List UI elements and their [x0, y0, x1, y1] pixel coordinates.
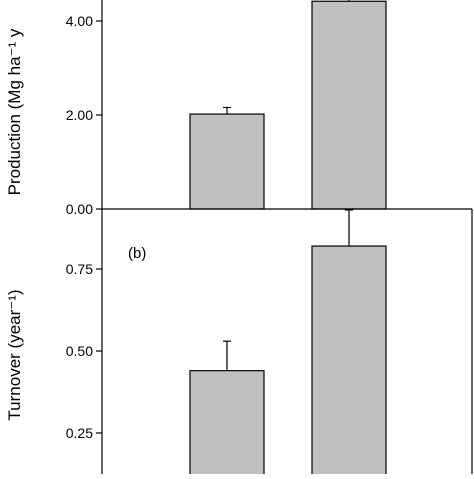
panel-a-y-axis-title: Production (Mg ha⁻¹ y: [5, 28, 24, 195]
panel-b-bar: [311, 245, 387, 477]
panel-b-y-tick-label: 0.25: [66, 425, 93, 441]
panel-b-y-tick-label: 0.75: [66, 261, 93, 277]
panel-a-bar: [311, 0, 387, 210]
panel-a-y-tick-label: 2.00: [66, 107, 93, 123]
panel-b-y-axis-title: Turnover (year⁻¹): [5, 289, 24, 420]
panel-b-bar: [189, 370, 265, 477]
panel-a-bar: [189, 113, 265, 210]
panel-b-label: (b): [128, 245, 146, 262]
panel-b-y-tick-label: 0.50: [66, 343, 93, 359]
panel-a-y-tick-label: 0.00: [66, 201, 93, 217]
panel-a-y-tick-label: 4.00: [66, 13, 93, 29]
